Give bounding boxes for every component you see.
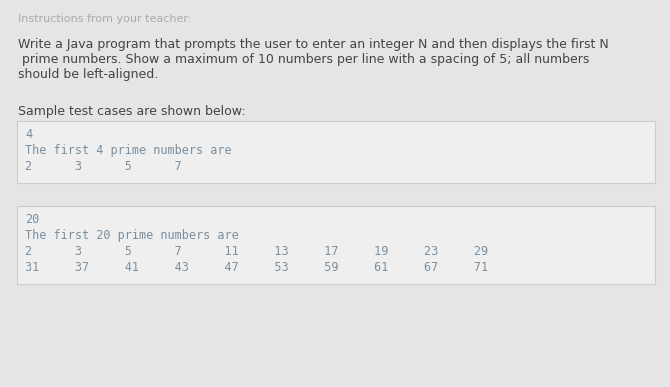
Text: Sample test cases are shown below:: Sample test cases are shown below: [18,105,246,118]
FancyBboxPatch shape [17,206,655,284]
Text: 2      3      5      7: 2 3 5 7 [25,160,182,173]
Text: 4: 4 [25,128,32,141]
Text: The first 4 prime numbers are: The first 4 prime numbers are [25,144,232,157]
Text: Write a Java program that prompts the user to enter an integer N and then displa: Write a Java program that prompts the us… [18,38,609,51]
Text: should be left-aligned.: should be left-aligned. [18,68,158,81]
Text: The first 20 prime numbers are: The first 20 prime numbers are [25,229,239,242]
Text: 31     37     41     43     47     53     59     61     67     71: 31 37 41 43 47 53 59 61 67 71 [25,261,488,274]
FancyBboxPatch shape [17,121,655,183]
Text: Instructions from your teacher:: Instructions from your teacher: [18,14,192,24]
Text: 2      3      5      7      11     13     17     19     23     29: 2 3 5 7 11 13 17 19 23 29 [25,245,488,258]
Text: prime numbers. Show a maximum of 10 numbers per line with a spacing of 5; all nu: prime numbers. Show a maximum of 10 numb… [18,53,590,66]
Text: 20: 20 [25,213,40,226]
